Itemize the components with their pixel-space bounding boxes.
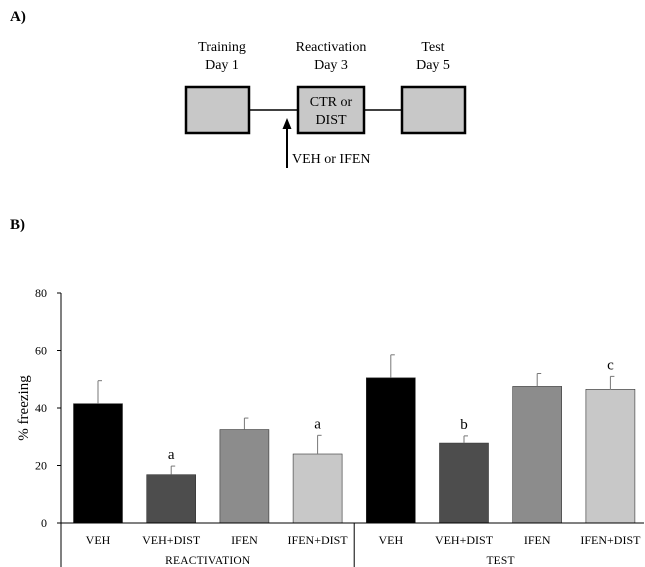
significance-label: c bbox=[607, 357, 614, 373]
bar-test-veh bbox=[365, 377, 416, 524]
x-category-label: VEH bbox=[86, 533, 111, 547]
x-group-label: REACTIVATION bbox=[165, 555, 251, 567]
injection-label: VEH or IFEN bbox=[292, 152, 371, 167]
y-tick-label: 0 bbox=[41, 516, 47, 530]
reactivation-box-line-1: CTR or bbox=[310, 95, 353, 110]
y-axis-ticks: 0 20 40 60 80 bbox=[35, 286, 61, 530]
x-category-label: VEH+DIST bbox=[435, 533, 494, 547]
y-axis-label: % freezing bbox=[16, 375, 32, 441]
injection-arrow-icon bbox=[282, 118, 292, 129]
reactivation-box bbox=[296, 85, 366, 135]
x-category-label: VEH bbox=[378, 533, 403, 547]
bar-reactivation-ifen bbox=[219, 429, 270, 524]
bar-test-veh-dist bbox=[439, 442, 489, 524]
y-tick-label: 60 bbox=[35, 344, 47, 358]
significance-label: a bbox=[314, 416, 321, 432]
training-box bbox=[184, 85, 251, 135]
error-bars bbox=[97, 354, 615, 475]
bar-reactivation-ifen-dist bbox=[292, 453, 343, 524]
x-group-label: TEST bbox=[486, 555, 514, 567]
bar-test-ifen bbox=[512, 386, 563, 524]
y-tick-label: 40 bbox=[35, 401, 47, 415]
x-category-label: IFEN+DIST bbox=[580, 533, 641, 547]
panel-b-label: B) bbox=[10, 217, 25, 233]
bar-test-ifen-dist bbox=[585, 389, 636, 524]
x-axis: VEH VEH+DIST IFEN IFEN+DIST VEH VEH+DIST IFEN I… bbox=[60, 522, 644, 567]
x-category-label: IFEN bbox=[524, 533, 551, 547]
x-category-label: VEH+DIST bbox=[142, 533, 201, 547]
stage-reactivation-day: Day 3 bbox=[314, 58, 348, 73]
significance-label: b bbox=[460, 417, 468, 433]
bars bbox=[73, 377, 636, 524]
significance-label: a bbox=[168, 447, 175, 463]
significance-labels: a a b c bbox=[168, 357, 614, 463]
x-category-label: IFEN bbox=[231, 533, 258, 547]
x-category-label: IFEN+DIST bbox=[288, 533, 349, 547]
stage-test-name: Test bbox=[421, 40, 444, 55]
stage-training-name: Training bbox=[198, 40, 246, 55]
y-tick-label: 20 bbox=[35, 459, 47, 473]
test-box bbox=[400, 85, 467, 135]
bar-reactivation-veh-dist bbox=[146, 474, 196, 524]
panel-a-label: A) bbox=[10, 9, 26, 25]
y-tick-label: 80 bbox=[35, 286, 47, 300]
stage-test-day: Day 5 bbox=[416, 58, 450, 73]
reactivation-box-line-2: DIST bbox=[315, 113, 347, 128]
stage-training-day: Day 1 bbox=[205, 58, 239, 73]
bar-reactivation-veh bbox=[73, 403, 123, 524]
stage-reactivation-name: Reactivation bbox=[296, 40, 367, 55]
